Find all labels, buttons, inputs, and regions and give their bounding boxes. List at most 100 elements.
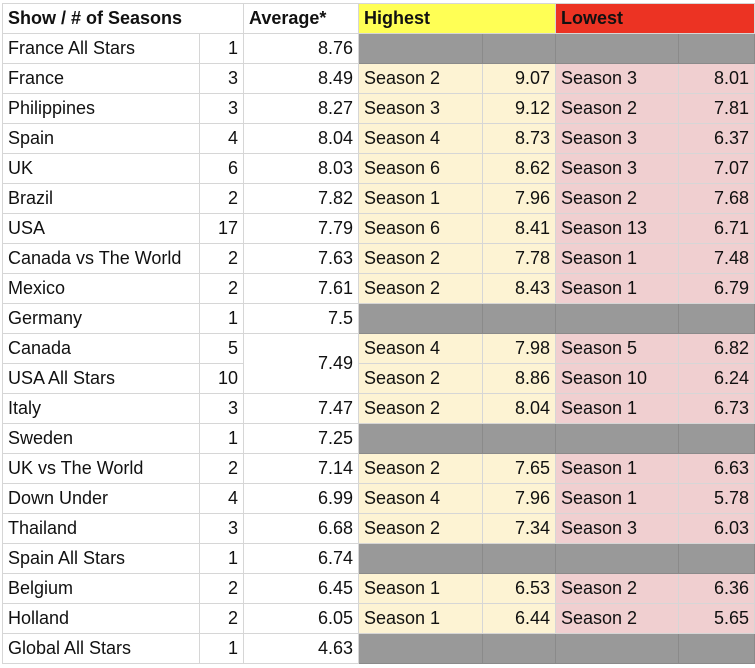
cell-seasons[interactable]: 4	[199, 123, 244, 154]
cell-show[interactable]: Philippines	[2, 93, 200, 124]
cell-highest-value[interactable]: 7.98	[482, 333, 556, 364]
cell-show[interactable]: Mexico	[2, 273, 200, 304]
cell-lowest-season[interactable]: Season 2	[555, 573, 679, 604]
cell-average[interactable]: 4.63	[243, 633, 359, 664]
cell-lowest-season[interactable]: Season 1	[555, 483, 679, 514]
cell-lowest-season[interactable]	[555, 33, 679, 64]
cell-lowest-value[interactable]: 6.79	[678, 273, 755, 304]
cell-highest-season[interactable]: Season 2	[358, 393, 483, 424]
cell-highest-season[interactable]	[358, 543, 483, 574]
cell-show[interactable]: Spain	[2, 123, 200, 154]
cell-lowest-season[interactable]: Season 13	[555, 213, 679, 244]
cell-average[interactable]: 8.03	[243, 153, 359, 184]
cell-average[interactable]: 8.49	[243, 63, 359, 94]
cell-seasons[interactable]: 1	[199, 303, 244, 334]
cell-average[interactable]: 7.61	[243, 273, 359, 304]
cell-seasons[interactable]: 6	[199, 153, 244, 184]
cell-highest-value[interactable]	[482, 543, 556, 574]
cell-highest-value[interactable]: 7.34	[482, 513, 556, 544]
cell-lowest-season[interactable]: Season 3	[555, 153, 679, 184]
cell-average[interactable]: 8.04	[243, 123, 359, 154]
cell-lowest-value[interactable]: 6.03	[678, 513, 755, 544]
cell-lowest-season[interactable]: Season 2	[555, 183, 679, 214]
cell-average[interactable]: 6.05	[243, 603, 359, 634]
cell-show[interactable]: Down Under	[2, 483, 200, 514]
cell-lowest-value[interactable]	[678, 423, 755, 454]
cell-seasons[interactable]: 1	[199, 543, 244, 574]
cell-lowest-season[interactable]	[555, 303, 679, 334]
cell-lowest-season[interactable]	[555, 633, 679, 664]
cell-lowest-season[interactable]	[555, 543, 679, 574]
cell-seasons[interactable]: 1	[199, 423, 244, 454]
cell-average[interactable]: 6.99	[243, 483, 359, 514]
cell-show[interactable]: Canada vs The World	[2, 243, 200, 274]
cell-lowest-value[interactable]: 7.68	[678, 183, 755, 214]
cell-show[interactable]: Sweden	[2, 423, 200, 454]
cell-highest-value[interactable]	[482, 33, 556, 64]
cell-show[interactable]: Thailand	[2, 513, 200, 544]
cell-show[interactable]: Belgium	[2, 573, 200, 604]
header-lowest[interactable]: Lowest	[555, 3, 755, 34]
cell-average[interactable]: 7.47	[243, 393, 359, 424]
cell-lowest-value[interactable]	[678, 33, 755, 64]
cell-lowest-season[interactable]: Season 2	[555, 603, 679, 634]
cell-lowest-value[interactable]: 6.36	[678, 573, 755, 604]
cell-highest-value[interactable]: 9.07	[482, 63, 556, 94]
cell-highest-season[interactable]: Season 1	[358, 183, 483, 214]
cell-lowest-value[interactable]	[678, 303, 755, 334]
cell-average[interactable]: 7.14	[243, 453, 359, 484]
cell-seasons[interactable]: 3	[199, 513, 244, 544]
header-average[interactable]: Average*	[243, 3, 359, 34]
cell-highest-season[interactable]: Season 4	[358, 483, 483, 514]
cell-show[interactable]: USA	[2, 213, 200, 244]
cell-seasons[interactable]: 2	[199, 603, 244, 634]
header-highest[interactable]: Highest	[358, 3, 556, 34]
cell-show[interactable]: Canada	[2, 333, 200, 364]
cell-average[interactable]: 8.76	[243, 33, 359, 64]
cell-highest-value[interactable]	[482, 303, 556, 334]
cell-seasons[interactable]: 1	[199, 633, 244, 664]
cell-seasons[interactable]: 3	[199, 63, 244, 94]
cell-highest-season[interactable]: Season 6	[358, 213, 483, 244]
cell-lowest-season[interactable]: Season 1	[555, 453, 679, 484]
cell-highest-value[interactable]	[482, 423, 556, 454]
cell-seasons[interactable]: 3	[199, 93, 244, 124]
cell-lowest-value[interactable]	[678, 633, 755, 664]
cell-lowest-season[interactable]: Season 5	[555, 333, 679, 364]
cell-lowest-season[interactable]	[555, 423, 679, 454]
cell-highest-value[interactable]: 6.44	[482, 603, 556, 634]
cell-highest-season[interactable]	[358, 33, 483, 64]
cell-lowest-value[interactable]: 5.78	[678, 483, 755, 514]
cell-highest-season[interactable]	[358, 633, 483, 664]
cell-show[interactable]: Holland	[2, 603, 200, 634]
cell-show[interactable]: France All Stars	[2, 33, 200, 64]
cell-lowest-season[interactable]: Season 3	[555, 63, 679, 94]
cell-highest-value[interactable]: 8.41	[482, 213, 556, 244]
cell-lowest-value[interactable]: 6.63	[678, 453, 755, 484]
cell-lowest-value[interactable]: 7.48	[678, 243, 755, 274]
cell-lowest-value[interactable]: 6.73	[678, 393, 755, 424]
cell-highest-season[interactable]: Season 2	[358, 243, 483, 274]
cell-highest-value[interactable]: 6.53	[482, 573, 556, 604]
cell-highest-season[interactable]: Season 2	[358, 63, 483, 94]
cell-show[interactable]: Germany	[2, 303, 200, 334]
cell-average[interactable]: 7.63	[243, 243, 359, 274]
cell-show[interactable]: USA All Stars	[2, 363, 200, 394]
cell-show[interactable]: Spain All Stars	[2, 543, 200, 574]
cell-seasons[interactable]: 4	[199, 483, 244, 514]
cell-show[interactable]: Italy	[2, 393, 200, 424]
cell-lowest-value[interactable]	[678, 543, 755, 574]
cell-average[interactable]: 7.79	[243, 213, 359, 244]
cell-lowest-value[interactable]: 7.81	[678, 93, 755, 124]
cell-lowest-season[interactable]: Season 10	[555, 363, 679, 394]
cell-seasons[interactable]: 2	[199, 183, 244, 214]
cell-average[interactable]: 7.5	[243, 303, 359, 334]
cell-show[interactable]: France	[2, 63, 200, 94]
cell-lowest-value[interactable]: 6.71	[678, 213, 755, 244]
cell-highest-value[interactable]: 8.43	[482, 273, 556, 304]
cell-highest-value[interactable]: 7.78	[482, 243, 556, 274]
cell-show[interactable]: Global All Stars	[2, 633, 200, 664]
cell-highest-season[interactable]: Season 2	[358, 273, 483, 304]
cell-highest-value[interactable]: 8.86	[482, 363, 556, 394]
cell-highest-value[interactable]: 7.96	[482, 183, 556, 214]
